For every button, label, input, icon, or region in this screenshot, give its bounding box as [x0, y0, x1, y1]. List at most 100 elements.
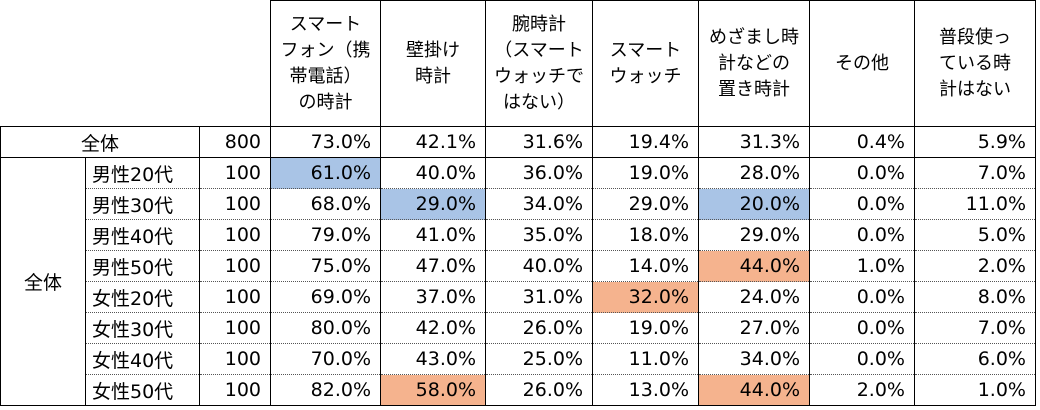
- value-cell: 40.0%: [485, 250, 593, 282]
- value-cell: 19.4%: [592, 126, 699, 158]
- value-cell: 44.0%: [698, 374, 810, 406]
- value-cell: 58.0%: [380, 374, 486, 406]
- value-cell: 8.0%: [914, 281, 1036, 313]
- value-cell: 27.0%: [698, 312, 810, 344]
- hdr-line: ウォッチで: [494, 65, 584, 87]
- column-header: 腕時計 （スマートウォッチではない）: [485, 0, 593, 127]
- hdr-line: 帯電話）: [289, 65, 362, 87]
- segment-label: 男性20代: [85, 157, 200, 189]
- value-cell: 0.0%: [809, 157, 915, 189]
- value-cell: 32.0%: [592, 281, 699, 313]
- hdr-line: 計はない: [939, 78, 1011, 100]
- value-cell: 19.0%: [592, 157, 699, 189]
- value-cell: 26.0%: [485, 312, 593, 344]
- hdr-line: （スマート: [494, 39, 584, 61]
- value-cell: 35.0%: [485, 219, 593, 251]
- value-cell: 29.0%: [698, 219, 810, 251]
- table-row: 女性40代 100 70.0% 43.0% 25.0% 11.0% 34.0% 0.0% 6.0…: [1, 343, 1036, 375]
- sample-size: 100: [199, 157, 271, 189]
- table-row: 男性40代 100 79.0% 41.0% 35.0% 18.0% 29.0% 0.0% 5.0…: [1, 219, 1036, 251]
- value-cell: 36.0%: [485, 157, 593, 189]
- value-cell: 34.0%: [485, 188, 593, 220]
- column-header: スマート ウォッチ: [592, 0, 699, 127]
- column-header: めざまし時計などの置き時計: [698, 0, 810, 127]
- hdr-line: ている時: [939, 52, 1011, 74]
- hdr-line: めざまし時: [709, 26, 799, 48]
- value-cell: 40.0%: [380, 157, 486, 189]
- value-cell: 31.0%: [485, 281, 593, 313]
- value-cell: 7.0%: [914, 312, 1036, 344]
- value-cell: 37.0%: [380, 281, 486, 313]
- value-cell: 6.0%: [914, 343, 1036, 375]
- hdr-line: 置き時計: [718, 78, 790, 100]
- hdr-line: その他: [835, 52, 889, 74]
- hdr-line: スマート: [609, 39, 682, 61]
- value-cell: 41.0%: [380, 219, 486, 251]
- value-cell: 0.4%: [809, 126, 915, 158]
- sample-size: 100: [199, 281, 271, 313]
- value-cell: 28.0%: [698, 157, 810, 189]
- sample-size: 800: [199, 126, 271, 158]
- value-cell: 44.0%: [698, 250, 810, 282]
- value-cell: 42.1%: [380, 126, 486, 158]
- value-cell: 31.6%: [485, 126, 593, 158]
- value-cell: 25.0%: [485, 343, 593, 375]
- hdr-line: スマート: [289, 13, 362, 35]
- column-header: その他: [809, 0, 915, 127]
- value-cell: 0.0%: [809, 281, 915, 313]
- segment-label: 女性40代: [85, 343, 200, 375]
- sample-size: 100: [199, 219, 271, 251]
- value-cell: 69.0%: [270, 281, 381, 313]
- segment-label: 女性20代: [85, 281, 200, 313]
- hdr-line: 腕時計: [512, 13, 566, 35]
- header-row: スマート フォン（携 帯電話） の時計 壁掛け 時計 腕時計 （スマート ウォッチで はない）…: [1, 0, 1036, 127]
- column-header: 普段使っている時計はない: [914, 0, 1036, 127]
- value-cell: 75.0%: [270, 250, 381, 282]
- column-header: スマートフォン（携帯電話） の時計: [270, 0, 381, 127]
- value-cell: 68.0%: [270, 188, 381, 220]
- value-cell: 11.0%: [592, 343, 699, 375]
- value-cell: 26.0%: [485, 374, 593, 406]
- table-row: 女性20代 100 69.0% 37.0% 31.0% 32.0% 24.0% 0.0% 8.0…: [1, 281, 1036, 313]
- value-cell: 47.0%: [380, 250, 486, 282]
- value-cell: 11.0%: [914, 188, 1036, 220]
- value-cell: 73.0%: [270, 126, 381, 158]
- sample-size: 100: [199, 312, 271, 344]
- segment-label: 女性50代: [85, 374, 200, 406]
- value-cell: 20.0%: [698, 188, 810, 220]
- total-row: 全体 800 73.0% 42.1% 31.6% 19.4% 31.3% 0.4…: [0, 126, 1036, 158]
- value-cell: 0.0%: [809, 219, 915, 251]
- group-label: 全体: [0, 157, 86, 406]
- value-cell: 43.0%: [380, 343, 486, 375]
- value-cell: 0.0%: [809, 312, 915, 344]
- table-row: 女性30代 100 80.0% 42.0% 26.0% 19.0% 27.0% 0.0% 7.0…: [1, 312, 1036, 344]
- value-cell: 0.0%: [809, 188, 915, 220]
- value-cell: 70.0%: [270, 343, 381, 375]
- value-cell: 5.9%: [914, 126, 1036, 158]
- value-cell: 34.0%: [698, 343, 810, 375]
- table-row: 女性50代 100 82.0% 58.0% 26.0% 13.0% 44.0% 2.0% 1.0…: [1, 374, 1036, 406]
- segment-label: 男性40代: [85, 219, 200, 251]
- column-header: 壁掛け 時計: [380, 0, 486, 127]
- table-row: 男性50代 100 75.0% 47.0% 40.0% 14.0% 44.0% 1.0% 2.0…: [1, 250, 1036, 282]
- segment-label: 男性50代: [85, 250, 200, 282]
- value-cell: 14.0%: [592, 250, 699, 282]
- value-cell: 80.0%: [270, 312, 381, 344]
- hdr-line: フォン（携: [280, 39, 371, 61]
- header-corner: [1, 1, 271, 127]
- hdr-line: の時計: [298, 91, 353, 113]
- value-cell: 0.0%: [809, 343, 915, 375]
- hdr-line: はない）: [503, 91, 575, 113]
- value-cell: 7.0%: [914, 157, 1036, 189]
- sample-size: 100: [199, 188, 271, 220]
- hdr-line: 普段使っ: [939, 26, 1011, 48]
- value-cell: 18.0%: [592, 219, 699, 251]
- table-row: 全体 男性20代 100 61.0% 40.0% 36.0% 19.0% 28.0% 0.0% 7…: [0, 157, 1036, 406]
- value-cell: 61.0%: [270, 157, 381, 189]
- value-cell: 1.0%: [914, 374, 1036, 406]
- hdr-line: 計などの: [718, 52, 790, 74]
- value-cell: 29.0%: [592, 188, 699, 220]
- value-cell: 1.0%: [809, 250, 915, 282]
- segment-label: 女性30代: [85, 312, 200, 344]
